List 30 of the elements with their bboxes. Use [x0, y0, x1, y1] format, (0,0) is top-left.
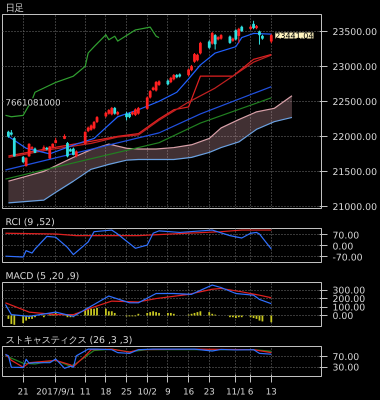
x-tick-label: 16 — [183, 388, 194, 398]
y-tick-label: -70.00 — [332, 252, 363, 264]
y-tick-label: 70.00 — [332, 230, 360, 242]
x-tick-label: 10/2 — [138, 388, 157, 398]
annotation: 23441.04 — [275, 31, 314, 40]
x-tick-label: 11 — [80, 388, 91, 398]
y-tick-label: 22000.00 — [332, 132, 378, 143]
annotation: 7661081000 — [6, 98, 61, 108]
chart-title: 日足 — [6, 3, 24, 14]
y-tick-label: 21500.00 — [332, 166, 378, 178]
chart-title: ストキャスティクス (26 ,3 ,3) — [6, 335, 132, 346]
x-tick-label: 25 — [121, 388, 132, 398]
x-tick-label: 9 — [165, 388, 171, 398]
x-tick-label: 11/1 — [226, 388, 246, 398]
x-tick-label: 23 — [204, 388, 215, 398]
y-tick-label: 23500.00 — [332, 26, 378, 38]
x-tick-label: 6 — [248, 388, 254, 398]
y-tick-label: 21000.00 — [332, 202, 378, 213]
y-tick-label: 23000.00 — [332, 62, 378, 73]
chart-title: RCI (9 ,52) — [6, 217, 55, 228]
y-tick-label: 0.00 — [332, 311, 354, 322]
x-tick-label: 13 — [266, 388, 277, 398]
y-tick-label: 30.00 — [332, 362, 360, 374]
chart-title: MACD (5 ,20 ,9) — [6, 271, 80, 282]
y-tick-label: 70.00 — [332, 352, 360, 364]
x-tick-label: 21 — [18, 388, 29, 398]
y-tick-label: 0.00 — [332, 241, 354, 252]
x-tick-label: 18 — [100, 388, 112, 398]
x-tick-label: 2017/9/1 — [36, 388, 76, 398]
y-tick-label: 22500.00 — [332, 96, 378, 108]
